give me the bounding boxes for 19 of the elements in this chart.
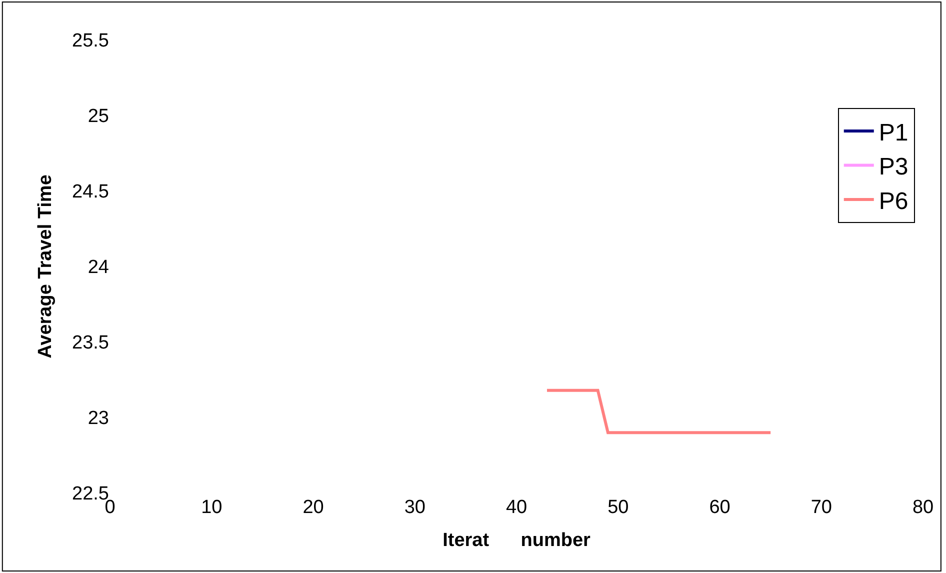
x-tick-label: 80 [912, 497, 934, 518]
x-tick-label: 50 [608, 497, 629, 518]
y-tick-label: 25.5 [72, 30, 109, 52]
y-tick-label: 24 [88, 257, 110, 278]
legend-label: P1 [878, 119, 908, 146]
y-tick-label: 23.5 [72, 332, 109, 354]
legend-label: P6 [878, 188, 908, 215]
legend-label: P3 [878, 154, 908, 181]
x-tick-label: 30 [404, 497, 426, 518]
y-tick-label: 23 [88, 408, 109, 430]
x-axis-title: Iterat number [442, 530, 592, 551]
y-axis-title: Average Travel Time [34, 174, 56, 358]
x-tick-label: 60 [709, 497, 730, 518]
x-tick-label: 70 [810, 497, 832, 518]
x-tick-label: 40 [506, 497, 528, 518]
x-tick-label: 10 [201, 497, 222, 518]
y-tick-label: 24.5 [72, 182, 109, 203]
y-tick-label: 25 [88, 106, 109, 128]
x-tick-label: 20 [302, 497, 324, 518]
